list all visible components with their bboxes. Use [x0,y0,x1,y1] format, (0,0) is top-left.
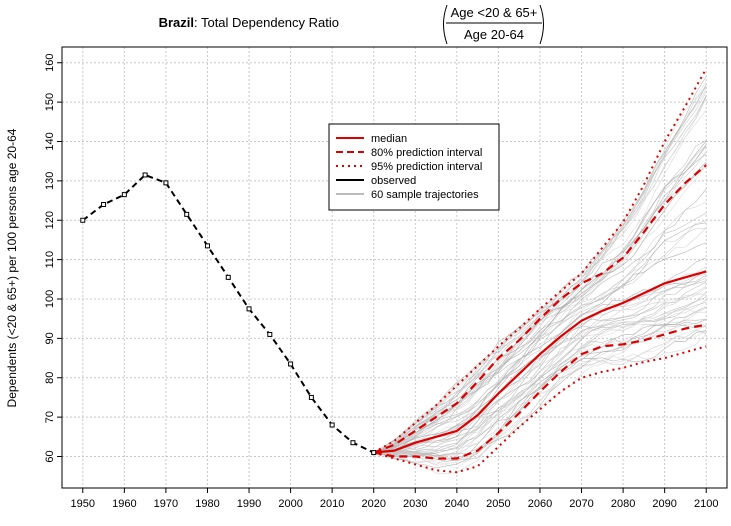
legend-label-80pi: 80% prediction interval [371,147,482,159]
x-tick-label: 2010 [320,498,344,510]
x-tick-label: 1990 [237,498,261,510]
observed-point [122,193,126,197]
observed-point [102,203,106,207]
y-tick-label: 130 [44,172,56,190]
y-tick-label: 150 [44,93,56,111]
observed-point [226,275,230,279]
x-tick-label: 1970 [154,498,178,510]
y-tick-label: 120 [44,211,56,229]
legend-label-median: median [371,133,407,145]
x-tick-label: 1980 [195,498,219,510]
x-tick-label: 2000 [278,498,302,510]
y-tick-label: 70 [44,411,56,423]
x-tick-label: 1950 [71,498,95,510]
observed-point [247,307,251,311]
observed-point [289,362,293,366]
observed-markers [81,173,376,455]
x-tick-label: 2050 [486,498,510,510]
y-tick-label: 140 [44,132,56,150]
x-tick-label: 2100 [694,498,718,510]
y-tick-label: 90 [44,332,56,344]
observed-point [330,423,334,427]
observed-line [83,175,374,453]
observed-point [372,451,376,455]
observed-point [164,181,168,185]
x-tick-label: 2060 [528,498,552,510]
observed-point [205,244,209,248]
observed-point [268,332,272,336]
legend-label-trajectories: 60 sample trajectories [371,189,479,201]
observed-point [81,218,85,222]
title-rest: : Total Dependency Ratio [194,15,339,30]
svg-text:Brazil: Total Dependency Ratio: Brazil: Total Dependency Ratio [159,15,339,30]
x-axis: 1950 1960 1970 1980 1990 2000 2010 2020 2030 2040… [71,488,719,510]
x-tick-label: 2020 [361,498,385,510]
title-denominator: Age 20-64 [464,27,524,42]
x-tick-label: 2080 [611,498,635,510]
x-tick-label: 2090 [652,498,676,510]
y-tick-label: 80 [44,372,56,384]
title-left-paren [444,5,448,44]
title-right-paren [540,5,544,44]
observed-point [351,441,355,445]
chart-title: Brazil: Total Dependency Ratio Age <20 &… [159,5,544,44]
x-tick-label: 1960 [112,498,136,510]
y-tick-label: 110 [44,251,56,269]
observed-point [185,212,189,216]
legend: median 80% prediction interval 95% predi… [329,124,499,210]
y-axis-label: Dependents (<20 & 65+) per 100 persons a… [5,128,19,407]
legend-label-observed: observed [371,175,416,187]
dependency-ratio-chart: 1950 1960 1970 1980 1990 2000 2010 2020 2030 2040… [0,0,731,526]
x-tick-label: 2030 [403,498,427,510]
y-tick-label: 60 [44,450,56,462]
title-country: Brazil [159,15,194,30]
y-tick-label: 100 [44,290,56,308]
y-axis: 60 70 80 90 100 110 120 130 140 150 160 [44,54,62,463]
legend-label-95pi: 95% prediction interval [371,161,482,173]
x-tick-label: 2070 [569,498,593,510]
x-tick-label: 2040 [445,498,469,510]
observed-point [143,173,147,177]
y-tick-label: 160 [44,54,56,72]
observed-point [309,395,313,399]
title-numerator: Age <20 & 65+ [451,5,538,20]
